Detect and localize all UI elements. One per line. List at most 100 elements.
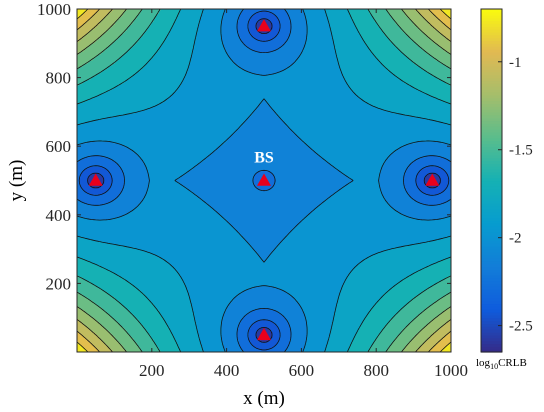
colorbar-segment: [481, 154, 502, 159]
colorbar-segment: [481, 211, 502, 216]
colorbar-segment: [481, 217, 502, 222]
colorbar-segment: [481, 46, 502, 50]
colorbar-segment: [481, 223, 502, 227]
colorbar-segment: [481, 311, 502, 316]
colorbar-segment: [481, 91, 502, 96]
colorbar-segment: [481, 194, 502, 199]
colorbar-segment: [481, 329, 502, 333]
colorbar-segment: [481, 60, 502, 64]
colorbar-segment: [481, 54, 502, 59]
colorbar-gradient: [481, 9, 502, 353]
colorbar-segment: [481, 140, 502, 144]
contour-line: [77, 9, 451, 352]
colorbar-segment: [481, 17, 502, 22]
colorbar-segment: [481, 280, 502, 284]
x-tick-label: 600: [289, 361, 315, 380]
colorbar-segment: [481, 334, 502, 339]
colorbar-segment: [481, 163, 502, 167]
x-tick-label: 800: [363, 361, 389, 380]
contour-lines: [77, 9, 451, 352]
colorbar-segment: [481, 249, 502, 253]
colorbar-segment: [481, 63, 502, 67]
colorbar-segment: [481, 26, 502, 30]
colorbar-segment: [481, 186, 502, 190]
colorbar-segment: [481, 23, 502, 27]
colorbar-segment: [481, 169, 502, 173]
colorbar-segment: [481, 303, 502, 307]
colorbar-segment: [481, 331, 502, 336]
colorbar-segment: [481, 206, 502, 210]
colorbar-segment: [481, 94, 502, 99]
bs-annotation: BS: [254, 149, 274, 166]
colorbar-segment: [481, 209, 502, 213]
colorbar-segment: [481, 126, 502, 130]
colorbar-segment: [481, 234, 502, 239]
x-tick-label: 400: [214, 361, 240, 380]
colorbar-segment: [481, 286, 502, 290]
colorbar-segment: [481, 254, 502, 259]
colorbar-segment: [481, 231, 502, 236]
anchor-marker: [425, 173, 440, 186]
colorbar-segment: [481, 34, 502, 39]
colorbar-segment: [481, 111, 502, 116]
colorbar-segment: [481, 66, 502, 70]
colorbar-segment: [481, 323, 502, 327]
contour-line: [78, 10, 450, 351]
y-axis-ticks: 200 400 600 800 1000: [37, 0, 451, 293]
colorbar-segment: [481, 109, 502, 113]
colorbar-segment: [481, 137, 502, 142]
colorbar-segment: [481, 274, 502, 279]
colorbar-segment: [481, 183, 502, 187]
colorbar-segment: [481, 20, 502, 24]
contour-band: [77, 9, 451, 352]
colorbar-segment: [481, 129, 502, 133]
colorbar-segment: [481, 157, 502, 162]
colorbar-segment: [481, 131, 502, 136]
colorbar-segment: [481, 86, 502, 90]
colorbar-tick-label: -1.5: [509, 143, 533, 159]
colorbar-segment: [481, 123, 502, 127]
contour-line: [77, 9, 451, 352]
colorbar-segment: [481, 314, 502, 319]
colorbar-segment: [481, 117, 502, 122]
colorbar-segment: [481, 180, 502, 184]
contour-line: [77, 9, 451, 352]
colorbar-segment: [481, 43, 502, 47]
contour-band: [77, 9, 451, 352]
colorbar-segment: [481, 297, 502, 302]
colorbar-segment: [481, 37, 502, 42]
colorbar-ticks: -2.5 -2 -1.5 -1: [498, 55, 533, 335]
colorbar-segment: [481, 189, 502, 193]
colorbar-segment: [481, 191, 502, 196]
colorbar-segment: [481, 171, 502, 176]
colorbar-segment: [481, 246, 502, 250]
colorbar-segment: [481, 31, 502, 36]
colorbar-segment: [481, 289, 502, 293]
colorbar-segment: [481, 97, 502, 102]
colorbar-segment: [481, 291, 502, 296]
anchor-marker: [257, 19, 271, 32]
colorbar-segment: [481, 83, 502, 87]
colorbar-segment: [481, 294, 502, 299]
contour-line: [87, 18, 441, 343]
colorbar-segment: [481, 220, 502, 224]
colorbar-segment: [481, 340, 502, 345]
colorbar-segment: [481, 114, 502, 119]
colorbar-segment: [481, 200, 502, 204]
colorbar-label: log10CRLB: [476, 357, 527, 371]
colorbar-segment: [481, 300, 502, 305]
colorbar-segment: [481, 251, 502, 256]
y-tick-label: 800: [46, 69, 72, 88]
colorbar-segment: [481, 174, 502, 179]
colorbar-segment: [481, 9, 502, 13]
y-axis-label: y (m): [6, 160, 27, 202]
colorbar-segment: [481, 51, 502, 56]
contour-line: [77, 9, 451, 352]
x-tick-label: 1000: [434, 361, 468, 380]
colorbar-segment: [481, 134, 502, 139]
colorbar-segment: [481, 203, 502, 207]
colorbar-label-tail: CRLB: [498, 357, 527, 369]
colorbar-segment: [481, 240, 502, 244]
colorbar-segment: [481, 149, 502, 153]
anchor-markers: [88, 19, 440, 341]
